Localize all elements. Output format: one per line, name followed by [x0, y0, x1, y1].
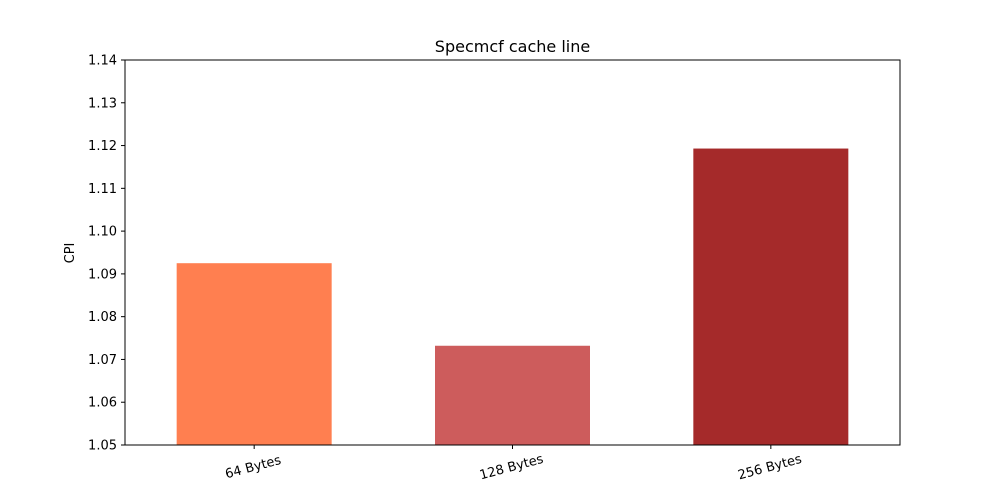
y-axis: 1.05 1.06 1.07 1.08 1.09 1.10 1.11 1.12 1.13 1.14	[88, 54, 125, 454]
y-tick-label: 1.11	[88, 182, 117, 197]
x-axis: 64 Bytes 128 Bytes 256 Bytes	[224, 445, 804, 483]
chart-title: Specmcf cache line	[435, 37, 590, 56]
x-tick-label: 128 Bytes	[478, 452, 545, 483]
y-tick-label: 1.08	[88, 310, 117, 325]
y-tick-label: 1.05	[88, 439, 117, 454]
bar-256-bytes	[693, 148, 849, 446]
y-tick-label: 1.06	[88, 396, 117, 411]
y-tick-label: 1.09	[88, 267, 117, 282]
x-tick-label: 64 Bytes	[224, 453, 283, 482]
y-tick-label: 1.13	[88, 96, 117, 111]
y-tick-label: 1.10	[88, 225, 117, 240]
x-tick-label: 256 Bytes	[736, 452, 803, 483]
y-tick-label: 1.12	[88, 139, 117, 154]
bar-128-bytes	[435, 345, 590, 445]
y-tick-label: 1.07	[88, 353, 117, 368]
bars	[176, 148, 849, 446]
y-axis-label: CPI	[63, 243, 78, 264]
y-tick-label: 1.14	[88, 54, 117, 69]
plot-area-frame	[124, 59, 901, 446]
bar-64-bytes	[176, 263, 332, 445]
